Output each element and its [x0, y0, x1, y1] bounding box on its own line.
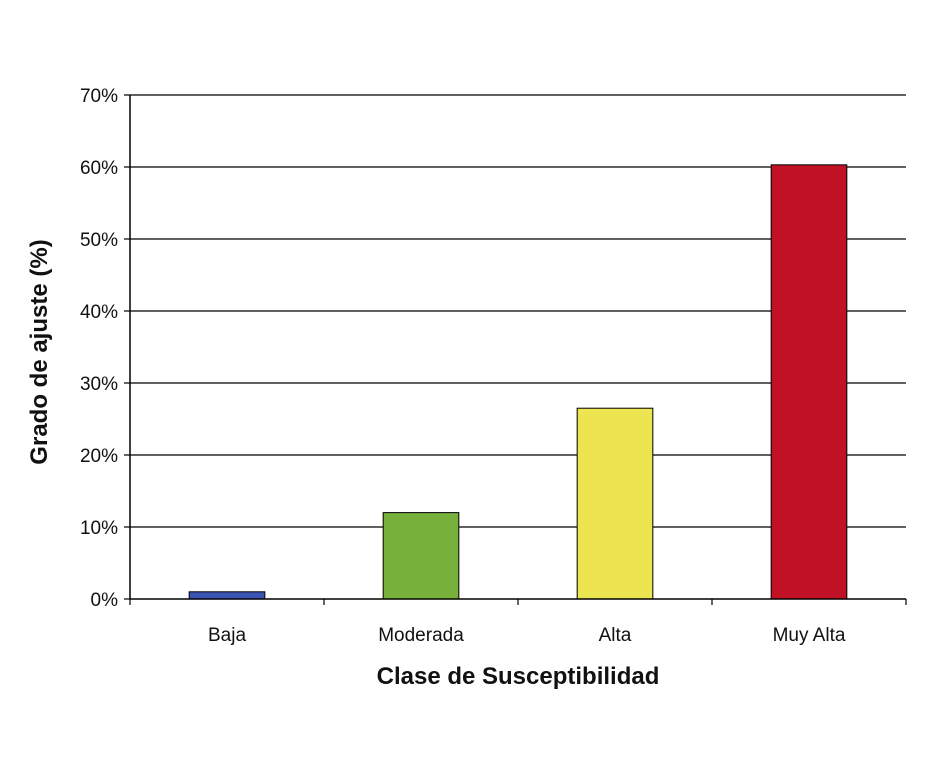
bar-moderada — [382, 512, 460, 600]
y-tick-label: 40% — [80, 302, 118, 323]
y-axis-ticks: 0% 10% 20% 30% 40% 50% 60% 70% — [80, 86, 130, 611]
bars — [188, 164, 848, 600]
x-tick-label: Baja — [208, 625, 246, 646]
y-tick-label: 70% — [80, 86, 118, 107]
x-axis-title: Clase de Susceptibilidad — [377, 663, 660, 690]
bar-muy-alta — [770, 164, 848, 600]
x-tick-label: Moderada — [378, 625, 464, 646]
x-axis-ticks: Baja Moderada Alta Muy Alta — [129, 599, 907, 646]
x-tick-label: Muy Alta — [773, 625, 846, 646]
x-tick-label: Alta — [599, 625, 632, 646]
y-tick-label: 20% — [80, 446, 118, 467]
bar-alta — [576, 407, 654, 600]
y-tick-label: 30% — [80, 374, 118, 395]
y-tick-label: 0% — [91, 590, 119, 611]
y-tick-label: 50% — [80, 230, 118, 251]
gridlines — [130, 94, 906, 528]
y-tick-label: 10% — [80, 518, 118, 539]
y-axis-title: Grado de ajuste (%) — [26, 239, 53, 464]
y-tick-label: 60% — [80, 158, 118, 179]
bar-baja — [188, 591, 266, 600]
